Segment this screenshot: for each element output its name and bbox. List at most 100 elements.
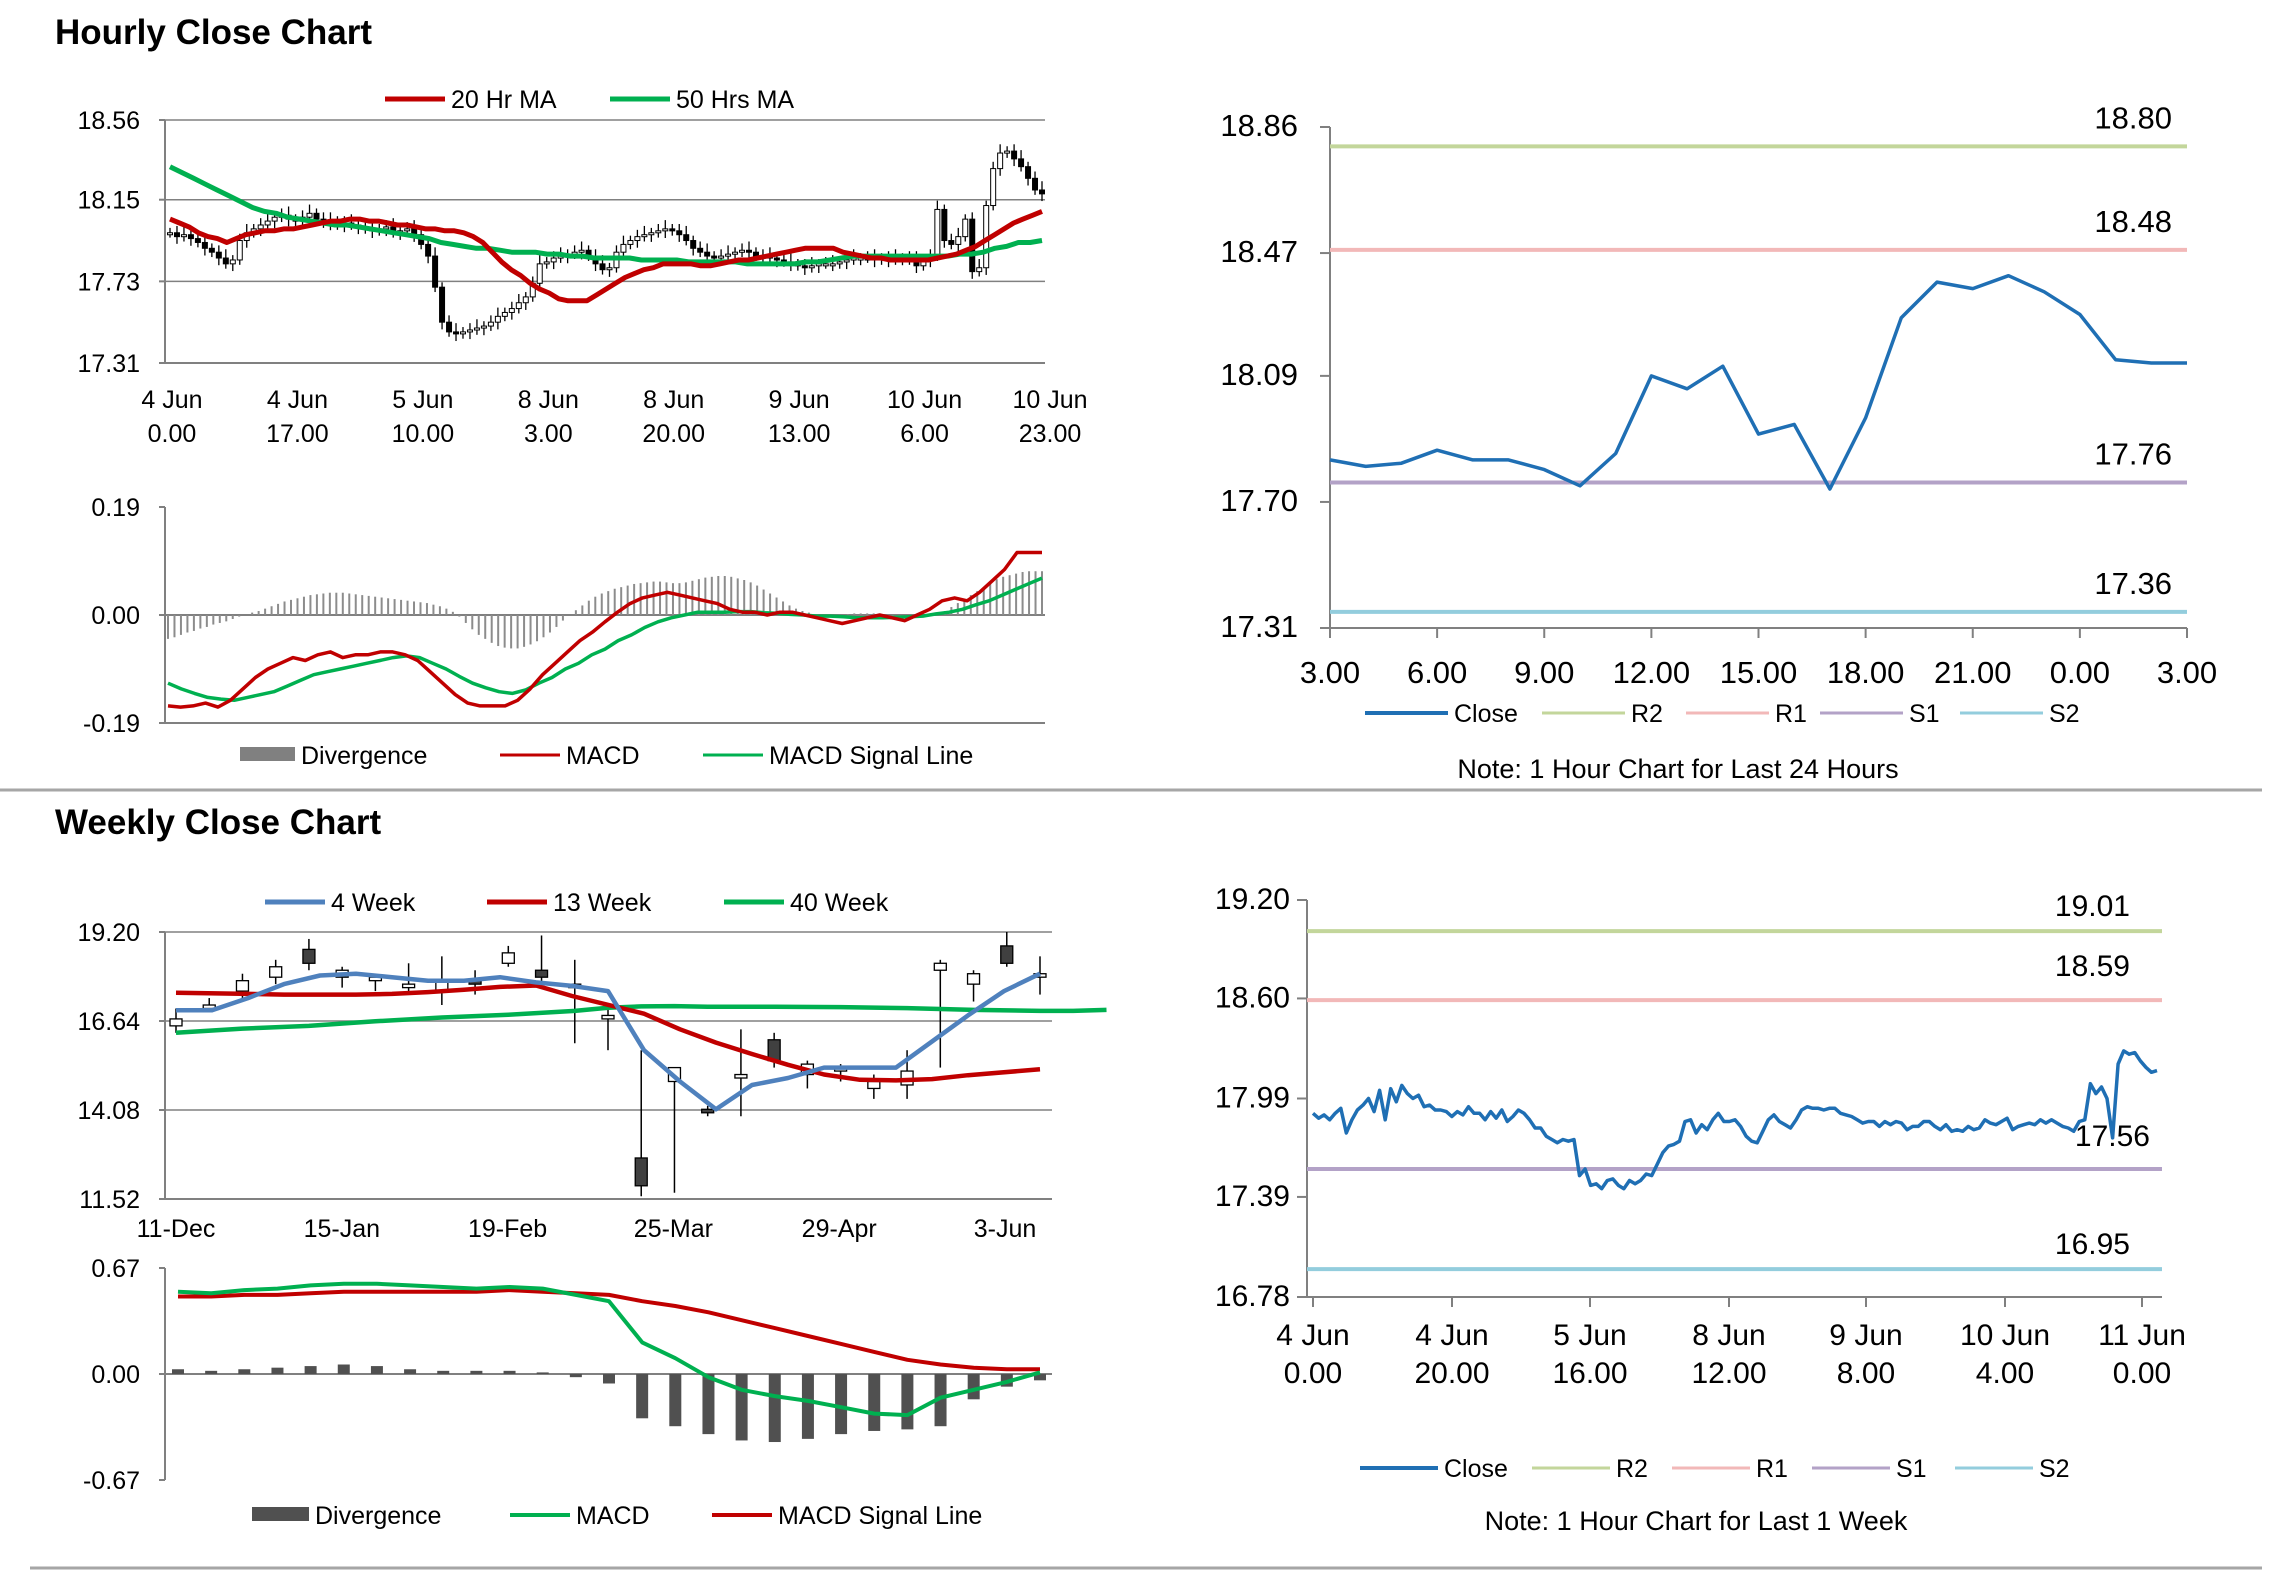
legend-s1: S1 — [1896, 1455, 1927, 1483]
legend-divergence-swatch — [240, 747, 295, 761]
candle — [808, 265, 815, 269]
candle — [404, 228, 411, 232]
y-tick-label: 19.20 — [77, 919, 140, 947]
legend-divergence: Divergence — [301, 742, 427, 770]
candle — [662, 228, 669, 232]
candle — [501, 311, 508, 317]
legend-r1: R1 — [1756, 1455, 1788, 1483]
legend-divergence: Divergence — [315, 1502, 441, 1530]
divergence-bar — [801, 1374, 814, 1439]
candle — [836, 261, 843, 265]
y-tick-label: 0.67 — [91, 1255, 140, 1283]
x-tick-hour: 16.00 — [1552, 1357, 1627, 1390]
candle — [732, 251, 739, 255]
candle — [599, 263, 606, 271]
divergence-bar — [669, 1374, 682, 1427]
x-tick-label: 12.00 — [1613, 655, 1691, 690]
y-tick-label: 18.56 — [77, 107, 140, 135]
weekly-macd-chart: 0.67 0.00 -0.67 Divergence MACD MACD Signal L… — [83, 1255, 1052, 1530]
level-s1-label: 17.76 — [2094, 437, 2172, 472]
candle — [990, 168, 997, 207]
candle — [601, 1014, 615, 1020]
divergence-bar — [470, 1370, 483, 1374]
macd-line — [177, 1281, 1041, 1418]
y-tick-label: 16.64 — [77, 1008, 140, 1036]
x-tick-hour: 13.00 — [768, 420, 831, 448]
close-line — [1329, 273, 2187, 491]
x-tick-label: 9 Jun 8.00 — [1829, 1319, 1902, 1390]
candle — [269, 966, 283, 978]
divergence-bar — [370, 1366, 383, 1374]
candle — [236, 240, 243, 261]
x-tick-hour: 20.00 — [1414, 1357, 1489, 1390]
divergence-bar — [172, 1369, 184, 1374]
macd-signal-line — [178, 1288, 1040, 1372]
x-tick-label: 11-Dec — [137, 1215, 216, 1243]
x-tick-label: 9.00 — [1514, 655, 1574, 690]
candle — [550, 257, 557, 263]
candle — [683, 234, 690, 242]
legend-macd-signal: MACD Signal Line — [778, 1502, 982, 1530]
x-tick-date: 5 Jun — [392, 386, 453, 414]
y-tick-label: 14.08 — [77, 1097, 140, 1125]
x-tick-date: 8 Jun — [518, 386, 579, 414]
y-tick-label: 0.19 — [91, 494, 140, 522]
x-tick-label: 18.00 — [1827, 655, 1905, 690]
divergence-bar — [437, 1370, 450, 1374]
candle — [306, 212, 313, 218]
candle — [229, 259, 236, 265]
candle — [725, 253, 732, 257]
x-tick-hour: 3.00 — [524, 420, 573, 448]
legend-close: Close — [1444, 1455, 1508, 1483]
candle — [432, 255, 439, 288]
legend-4-week: 4 Week — [331, 889, 416, 917]
candle — [453, 331, 460, 335]
divergence-bar — [702, 1374, 715, 1435]
x-tick-label: 0.00 — [2050, 655, 2110, 690]
x-tick-label: 8 Jun 12.00 — [1691, 1319, 1766, 1390]
y-tick-label: 0.00 — [91, 602, 140, 630]
legend-macd: MACD — [566, 742, 640, 770]
candle — [180, 234, 187, 238]
candle — [173, 232, 180, 238]
x-tick-date: 4 Jun — [141, 386, 202, 414]
candle — [1000, 945, 1014, 964]
divergence-bar — [238, 1369, 251, 1374]
legend-r2: R2 — [1631, 700, 1663, 728]
candle — [167, 232, 173, 236]
x-tick-label: 4 Jun 20.00 — [1414, 1319, 1489, 1390]
x-tick-hour: 10.00 — [392, 420, 455, 448]
divergence-bar — [835, 1374, 848, 1435]
candle — [627, 240, 634, 245]
candle — [201, 241, 208, 249]
close-line — [1311, 1049, 2158, 1191]
legend-20hr-ma: 20 Hr MA — [451, 86, 557, 114]
candle — [697, 247, 704, 253]
candle — [734, 1073, 748, 1079]
candle — [383, 226, 390, 230]
divergence-bar — [901, 1374, 914, 1430]
candle — [718, 255, 725, 259]
candle — [606, 267, 613, 271]
level-r1-label: 18.59 — [2055, 950, 2130, 983]
x-tick-hour: 0.00 — [1284, 1357, 1342, 1390]
candle — [620, 243, 627, 253]
candle — [634, 236, 641, 242]
candle — [215, 251, 222, 259]
candle — [208, 247, 215, 253]
y-tick-label: 17.73 — [77, 268, 140, 296]
candle — [773, 257, 780, 261]
x-tick-hour: 0.00 — [148, 420, 197, 448]
y-tick-label: 19.20 — [1215, 883, 1290, 916]
x-tick-date: 9 Jun — [1829, 1319, 1902, 1352]
candle — [466, 329, 473, 333]
legend-macd: MACD — [576, 1502, 650, 1530]
x-tick-hour: 20.00 — [642, 420, 705, 448]
x-tick-label: 8 Jun 20.00 — [642, 386, 705, 448]
x-tick-hour: 6.00 — [900, 420, 949, 448]
candle — [701, 1108, 715, 1114]
divergence-bar — [1034, 1374, 1046, 1381]
candle — [187, 234, 194, 240]
y-tick-label: 17.70 — [1220, 483, 1298, 518]
x-tick-date: 4 Jun — [267, 386, 328, 414]
